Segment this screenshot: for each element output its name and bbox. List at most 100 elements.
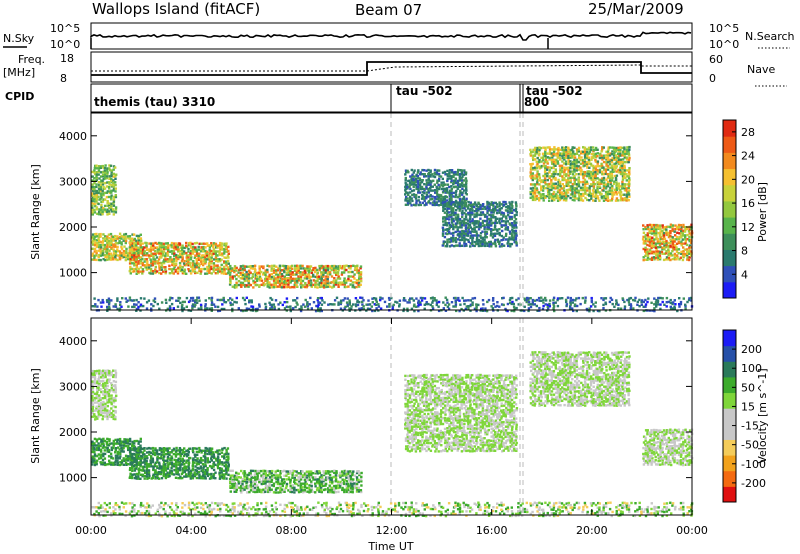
power-cell — [453, 171, 456, 174]
power-cell — [146, 262, 149, 265]
power-cell — [611, 302, 614, 306]
power-cell — [137, 251, 141, 255]
power-cell — [491, 307, 495, 310]
power-cell — [135, 272, 138, 275]
power-cell — [245, 277, 249, 280]
power-cell — [465, 238, 468, 241]
power-cell — [464, 205, 467, 208]
power-cell — [423, 303, 426, 306]
power-cell — [221, 303, 224, 306]
power-cell — [112, 237, 115, 240]
power-cell — [181, 253, 184, 257]
power-cell — [588, 189, 591, 192]
power-cell — [465, 187, 468, 190]
power-cell — [552, 296, 556, 299]
velocity-cell — [133, 439, 136, 443]
power-cell — [688, 238, 691, 241]
velocity-cell — [112, 409, 115, 413]
power-cell — [548, 175, 551, 178]
power-cell — [279, 301, 282, 304]
velocity-cell — [93, 375, 97, 379]
power-cell — [270, 303, 274, 307]
velocity-cell — [110, 383, 114, 387]
power-cell — [377, 305, 381, 308]
power-cell — [417, 305, 420, 308]
velocity-cell — [91, 412, 94, 415]
power-cell — [682, 242, 685, 245]
power-cell — [536, 188, 539, 192]
power-cell — [281, 283, 284, 287]
power-cell — [510, 309, 513, 313]
power-cell — [182, 250, 186, 253]
power-cell — [562, 152, 566, 155]
power-cell — [462, 179, 466, 182]
power-cell — [579, 166, 582, 169]
power-cell — [164, 266, 167, 269]
power-cell — [512, 224, 516, 227]
power-cell — [494, 228, 497, 231]
power-cell — [95, 250, 98, 253]
power-cell — [93, 185, 96, 189]
power-cell — [337, 268, 340, 272]
power-cell — [191, 268, 194, 271]
power-cell — [494, 221, 497, 225]
power-cell — [511, 236, 514, 239]
power-cell — [573, 175, 576, 178]
power-cell — [141, 262, 144, 265]
power-cell — [141, 272, 144, 275]
power-cell — [192, 260, 195, 263]
power-cell — [314, 279, 318, 283]
power-cell — [158, 271, 161, 275]
power-cell — [206, 255, 210, 259]
power-cell — [452, 236, 455, 240]
power-cell — [320, 284, 323, 287]
power-cell — [442, 181, 445, 184]
power-cell — [492, 216, 495, 219]
power-cell — [436, 198, 439, 201]
power-cell — [613, 152, 616, 155]
nsky-label: N.Sky — [3, 32, 35, 45]
power-cell — [610, 298, 614, 301]
power-cell — [569, 172, 572, 175]
velocity-cell — [103, 381, 107, 385]
power-cell — [255, 275, 259, 278]
velocity-cell — [114, 373, 118, 377]
power-cell — [456, 229, 459, 233]
power-cell — [120, 254, 123, 257]
power-cell — [409, 191, 412, 194]
power-cell — [273, 283, 276, 286]
power-cell — [231, 309, 234, 313]
power-cell — [301, 284, 304, 287]
power-cell — [656, 258, 659, 261]
power-cell — [565, 300, 568, 304]
power-cell — [659, 303, 662, 306]
power-cell — [283, 277, 286, 280]
velocity-cell — [106, 444, 109, 447]
power-cell — [473, 210, 477, 213]
power-cell — [135, 263, 138, 267]
power-cell — [675, 248, 678, 251]
power-cell — [158, 248, 161, 251]
power-cell — [337, 301, 340, 304]
power-cell — [293, 273, 296, 276]
power-cell — [686, 252, 689, 255]
velocity-cell — [141, 461, 144, 464]
power-cell — [162, 243, 166, 247]
power-cell — [573, 303, 577, 306]
power-cell — [477, 242, 480, 245]
power-cell — [306, 275, 309, 278]
power-cell — [118, 250, 122, 253]
power-cell — [351, 285, 354, 289]
power-cell — [429, 170, 432, 174]
power-cell — [684, 240, 687, 243]
power-cell — [182, 252, 186, 255]
power-cell — [471, 297, 474, 300]
power-cell — [542, 185, 545, 188]
power-cell — [200, 267, 203, 271]
velocity-cell — [101, 407, 105, 410]
power-cell — [133, 248, 136, 251]
power-cell — [529, 168, 533, 171]
power-cell — [490, 245, 493, 248]
power-cell — [229, 303, 233, 307]
